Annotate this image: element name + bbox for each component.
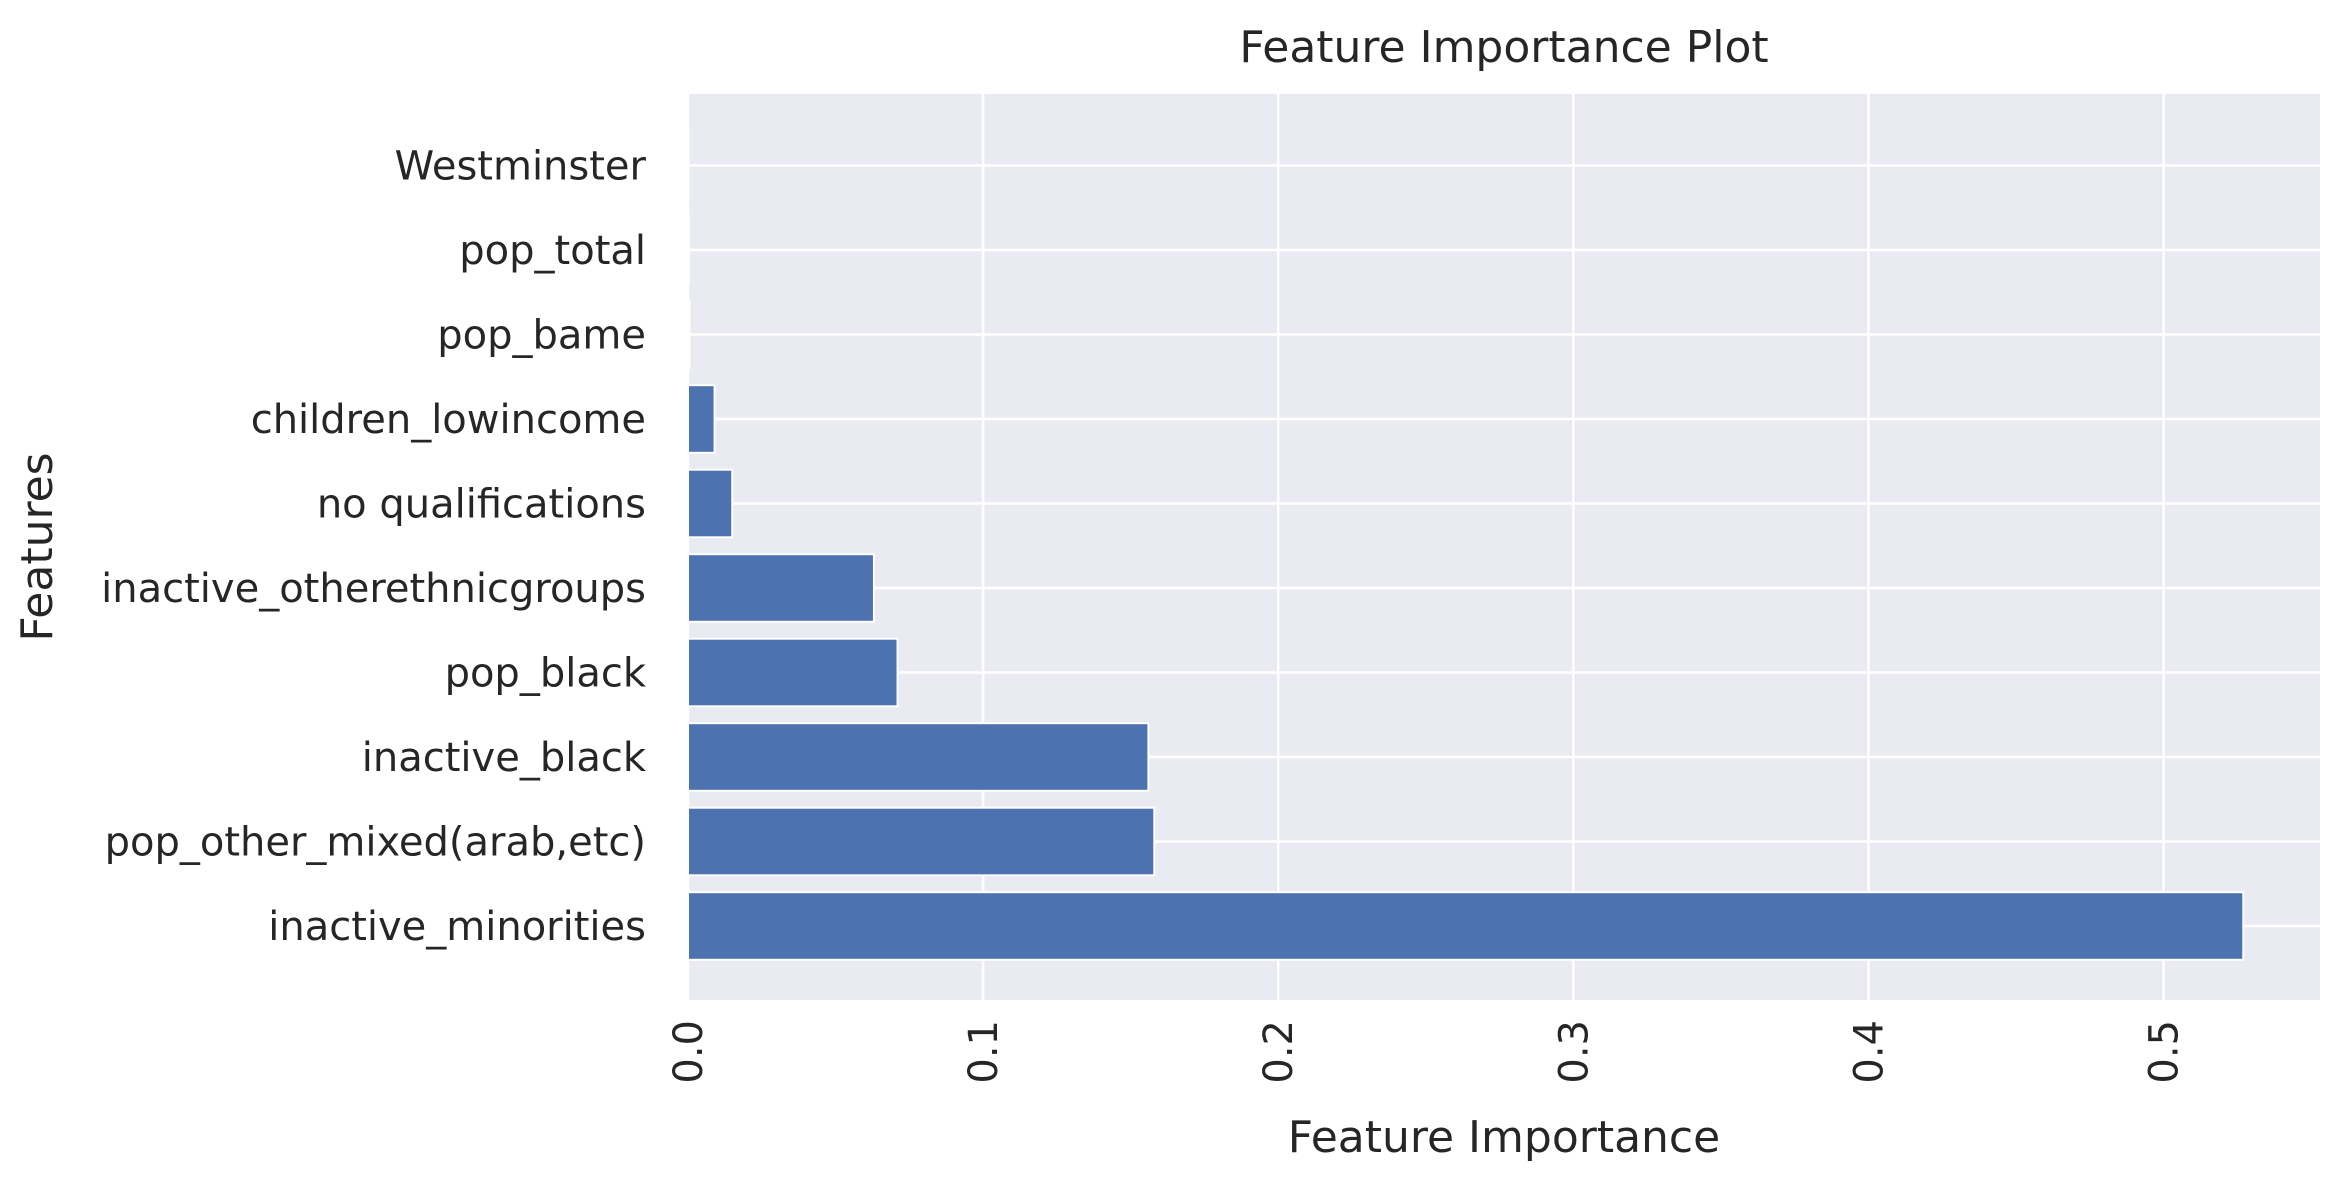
y-tick-label: inactive_minorities bbox=[268, 904, 646, 950]
x-tick-label: 0.2 bbox=[1256, 1020, 1302, 1084]
y-tick-label: pop_bame bbox=[437, 313, 646, 359]
y-tick-label: inactive_otherethnicgroups bbox=[101, 566, 646, 612]
x-tick-label: 0.4 bbox=[1846, 1020, 1892, 1084]
y-tick-label: pop_total bbox=[459, 228, 646, 274]
y-tick-label: pop_other_mixed(arab,etc) bbox=[105, 820, 646, 866]
x-tick-label: 0.1 bbox=[961, 1020, 1007, 1084]
x-tick-labels: 0.0 0.1 0.2 0.3 0.4 0.5 bbox=[666, 1020, 2188, 1084]
y-axis-label: Features bbox=[12, 452, 63, 641]
bars bbox=[687, 130, 2245, 961]
x-tick-label: 0.3 bbox=[1551, 1020, 1597, 1084]
y-tick-label: children_lowincome bbox=[251, 397, 646, 443]
bar-children_lowincome bbox=[687, 384, 716, 454]
y-tick-label: no qualifications bbox=[317, 482, 646, 528]
bar-inactive_black bbox=[687, 722, 1150, 792]
bar-pop_black bbox=[687, 637, 899, 708]
bar-pop_other_mixed(arab,etc) bbox=[687, 806, 1156, 877]
bar-inactive_otherethnicgroups bbox=[687, 553, 875, 623]
x-tick-label: 0.5 bbox=[2142, 1020, 2188, 1084]
x-axis-label: Feature Importance bbox=[1288, 1112, 1720, 1163]
y-tick-labels: inactive_minorities pop_other_mixed(arab,… bbox=[101, 144, 647, 951]
bar-no qualifications bbox=[687, 468, 734, 539]
bar-inactive_minorities bbox=[687, 891, 2245, 961]
bar-pop_total bbox=[687, 215, 690, 285]
bar-pop_bame bbox=[687, 299, 691, 370]
chart-title: Feature Importance Plot bbox=[1239, 22, 1768, 73]
x-tick-label: 0.0 bbox=[666, 1020, 712, 1084]
y-tick-label: Westminster bbox=[395, 144, 647, 190]
y-tick-label: pop_black bbox=[445, 651, 647, 697]
y-tick-label: inactive_black bbox=[362, 735, 647, 781]
